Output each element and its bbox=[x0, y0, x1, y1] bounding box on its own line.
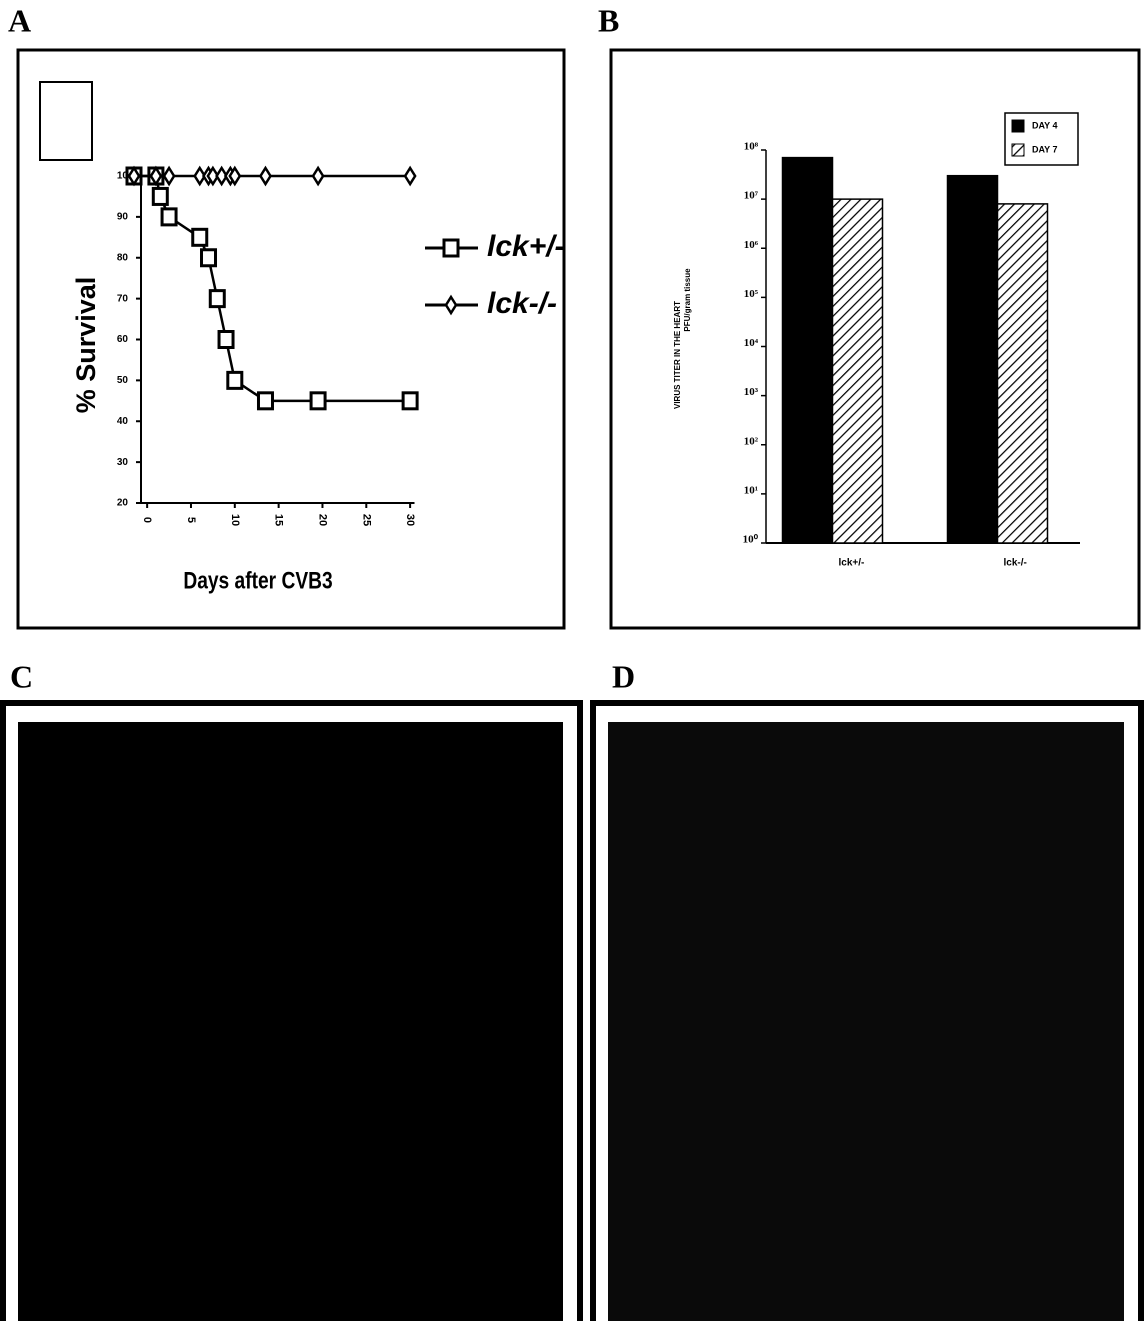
legend-label: DAY 4 bbox=[1032, 120, 1058, 130]
marker bbox=[193, 165, 207, 187]
bar bbox=[831, 198, 884, 544]
bar bbox=[781, 156, 834, 544]
y-tick-label: 10⁶ bbox=[744, 239, 759, 251]
y-tick-label: 20 bbox=[117, 498, 129, 509]
legend-label: DAY 7 bbox=[1032, 144, 1058, 154]
marker bbox=[226, 370, 244, 390]
y-tick-label: 10⁴ bbox=[744, 337, 759, 349]
y-tick-label: 10¹ bbox=[744, 484, 758, 496]
micrograph bbox=[18, 722, 563, 1321]
marker bbox=[191, 227, 209, 247]
bar bbox=[946, 174, 999, 544]
marker bbox=[208, 289, 226, 309]
x-tick-label: lck-/- bbox=[1004, 558, 1027, 569]
marker bbox=[160, 207, 178, 227]
empty-box bbox=[39, 81, 93, 161]
marker bbox=[149, 165, 163, 187]
y-tick-label: 10⁸ bbox=[744, 141, 759, 153]
y-tick-label: 50 bbox=[117, 375, 129, 386]
y-tick-label: 10⁰ bbox=[743, 534, 759, 546]
y-tick-label: 10³ bbox=[744, 386, 759, 398]
y-tick-label: 30 bbox=[117, 457, 129, 468]
y-tick-label: 10⁵ bbox=[744, 288, 759, 300]
y-tick-label: 70 bbox=[117, 293, 129, 304]
y-tick-label: 80 bbox=[117, 252, 129, 263]
marker bbox=[228, 165, 242, 187]
marker bbox=[215, 165, 229, 187]
y-axis-title: VIRUS TITER IN THE HEART bbox=[673, 301, 682, 409]
y-axis-subtitle: PFU/gram tissue bbox=[683, 268, 692, 332]
panel-label: C bbox=[10, 658, 33, 694]
panel-label: D bbox=[612, 658, 635, 694]
marker bbox=[403, 165, 417, 187]
y-axis-title: % Survival bbox=[71, 277, 101, 414]
legend-swatch bbox=[1011, 119, 1025, 133]
marker bbox=[217, 330, 235, 349]
marker bbox=[200, 248, 218, 268]
panel-frame bbox=[609, 48, 1141, 630]
marker bbox=[401, 391, 419, 411]
bar bbox=[996, 203, 1049, 544]
marker bbox=[127, 165, 141, 187]
x-tick-label: 10 bbox=[229, 514, 241, 526]
x-tick-label: 20 bbox=[317, 514, 329, 526]
panel-frame bbox=[16, 48, 566, 630]
y-tick-label: 10⁷ bbox=[744, 190, 759, 202]
x-tick-label: 25 bbox=[360, 514, 372, 526]
panel-label: B bbox=[598, 2, 619, 38]
marker bbox=[309, 391, 327, 411]
y-tick-label: 90 bbox=[117, 212, 129, 223]
y-tick-label: 10 bbox=[117, 171, 129, 182]
y-tick-label: 60 bbox=[117, 334, 129, 345]
legend-label: lck+/- bbox=[487, 230, 565, 263]
marker bbox=[256, 391, 274, 411]
x-tick-label: 0 bbox=[141, 517, 153, 523]
legend-marker bbox=[442, 238, 460, 258]
marker bbox=[162, 165, 176, 187]
x-tick-label: 5 bbox=[185, 517, 197, 523]
legend-swatch bbox=[1011, 143, 1025, 157]
micrograph bbox=[608, 722, 1124, 1321]
panel-label: A bbox=[8, 2, 31, 38]
marker bbox=[259, 165, 272, 187]
legend-marker bbox=[444, 294, 458, 316]
x-tick-label: lck+/- bbox=[839, 558, 865, 569]
y-tick-label: 40 bbox=[117, 416, 129, 427]
x-tick-label: 15 bbox=[273, 514, 285, 526]
marker bbox=[311, 165, 325, 187]
legend-label: lck-/- bbox=[487, 287, 557, 320]
x-tick-label: 30 bbox=[404, 514, 416, 526]
y-tick-label: 10² bbox=[744, 435, 759, 447]
x-axis-title: Days after CVB3 bbox=[183, 566, 332, 594]
marker bbox=[206, 165, 220, 187]
marker bbox=[151, 186, 169, 206]
